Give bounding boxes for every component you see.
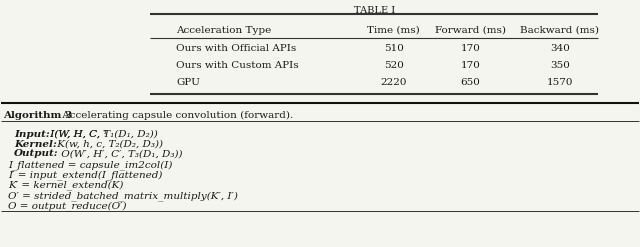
Text: 170: 170 xyxy=(460,44,481,53)
Text: Backward (ms): Backward (ms) xyxy=(520,26,600,35)
Text: O = output_reduce(O′): O = output_reduce(O′) xyxy=(8,201,126,211)
Text: 350: 350 xyxy=(550,61,570,69)
Text: Ours with Official APIs: Ours with Official APIs xyxy=(176,44,296,53)
Text: I(W, H, C, T₁(D₁, D₂)): I(W, H, C, T₁(D₁, D₂)) xyxy=(47,130,158,139)
Text: I′ = input_extend(I_flattened): I′ = input_extend(I_flattened) xyxy=(8,170,162,180)
Text: 340: 340 xyxy=(550,44,570,53)
Text: O(W′, H′, C′, T₃(D₁, D₃)): O(W′, H′, C′, T₃(D₁, D₃)) xyxy=(58,149,182,158)
Text: Algorithm 3: Algorithm 3 xyxy=(3,111,72,120)
Text: I(W, H, C, ᵀ: I(W, H, C, ᵀ xyxy=(47,130,108,139)
Text: 650: 650 xyxy=(460,78,481,87)
Text: I_flattened = capsule_im2col(I): I_flattened = capsule_im2col(I) xyxy=(8,161,172,170)
Text: 2220: 2220 xyxy=(380,78,407,87)
Text: 170: 170 xyxy=(460,61,481,69)
Text: Output:: Output: xyxy=(14,149,59,158)
Text: Accelerating capsule convolution (forward).: Accelerating capsule convolution (forwar… xyxy=(59,111,293,120)
Text: 510: 510 xyxy=(383,44,404,53)
Text: K′ = kernel_extend(K): K′ = kernel_extend(K) xyxy=(8,180,123,190)
Text: Kernel:: Kernel: xyxy=(14,140,57,148)
Text: 520: 520 xyxy=(383,61,404,69)
Text: Input:: Input: xyxy=(14,130,50,139)
Text: GPU: GPU xyxy=(176,78,200,87)
Text: 1570: 1570 xyxy=(547,78,573,87)
Text: TABLE I: TABLE I xyxy=(354,6,395,15)
Text: Time (ms): Time (ms) xyxy=(367,26,420,35)
Text: Ours with Custom APIs: Ours with Custom APIs xyxy=(176,61,299,69)
Text: Acceleration Type: Acceleration Type xyxy=(176,26,271,35)
Text: O′ = strided_batched_matrix_multiply(K′, I′): O′ = strided_batched_matrix_multiply(K′,… xyxy=(8,191,237,201)
Text: Forward (ms): Forward (ms) xyxy=(435,26,506,35)
Text: K(w, h, c, T₂(D₂, D₃)): K(w, h, c, T₂(D₂, D₃)) xyxy=(54,140,163,148)
